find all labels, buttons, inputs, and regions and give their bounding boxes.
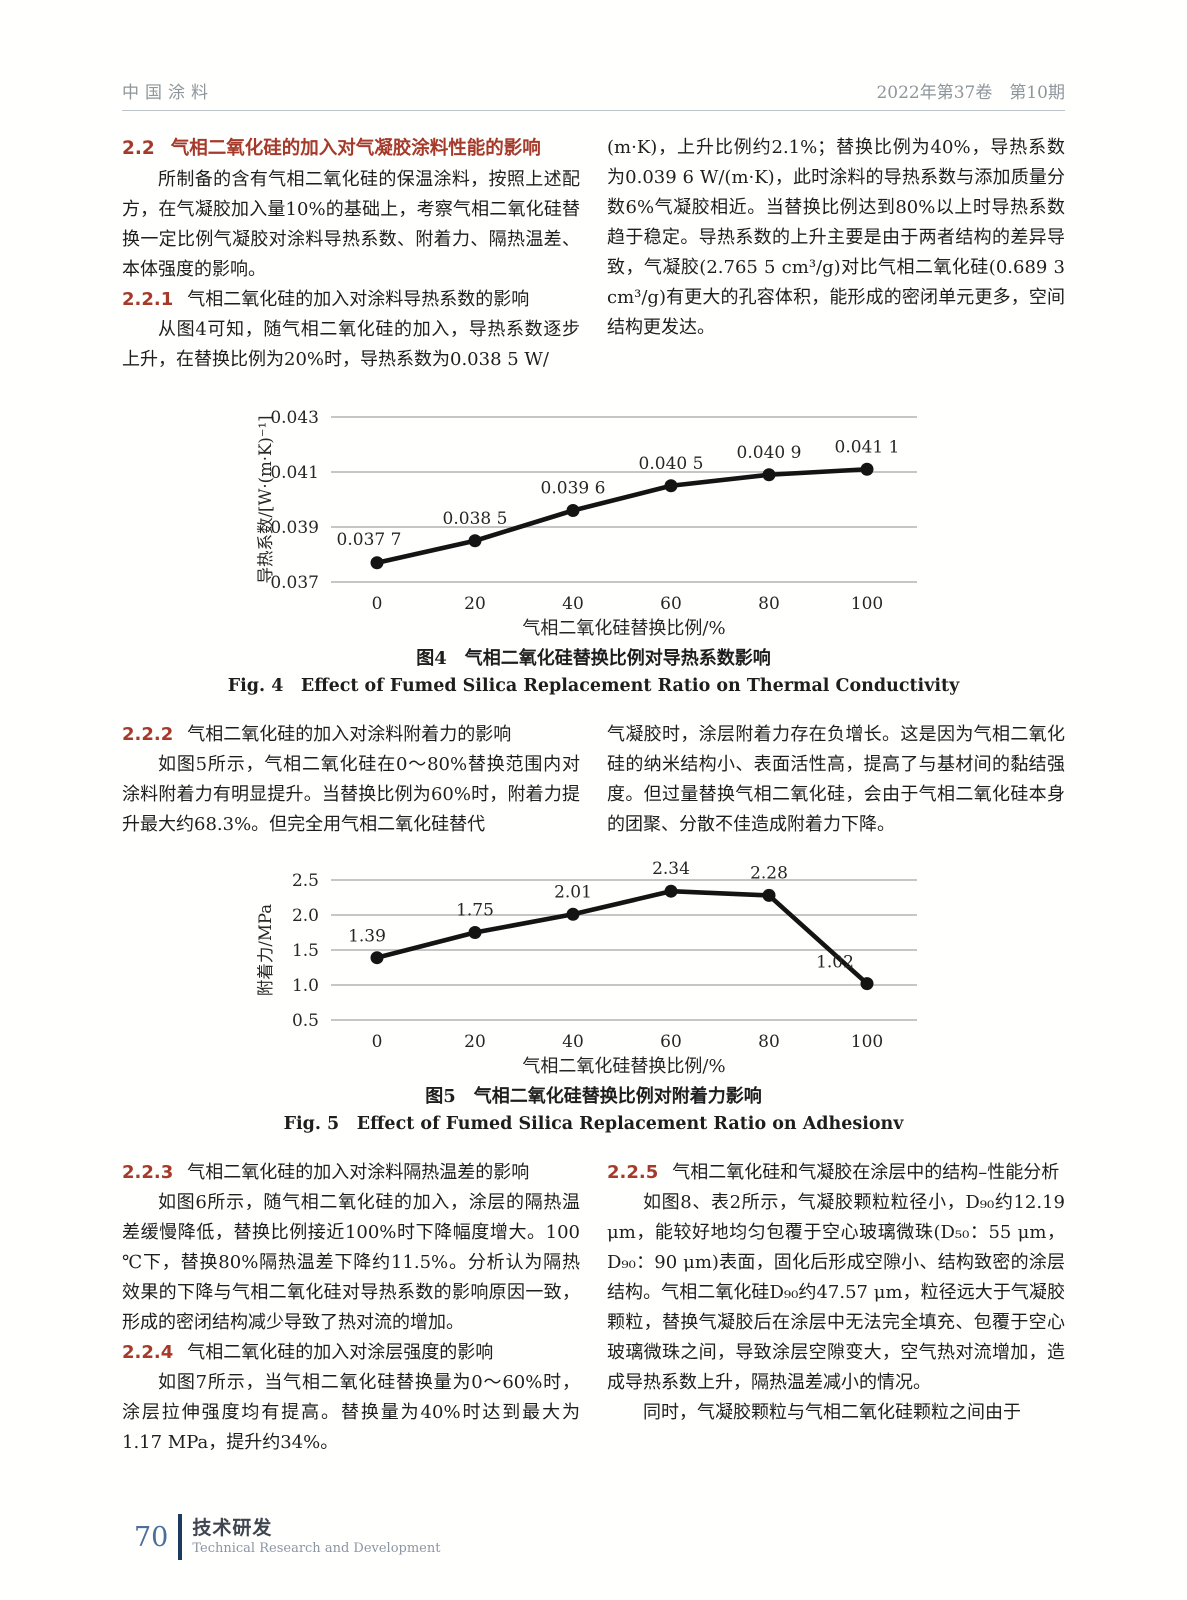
figure-4: 0.037 0.039 0.041 0.043 0 20 40 60 80 100 0.037 7 0… <box>122 385 1065 698</box>
left-column-2: 2.2.2 气相二氧化硅的加入对涂料附着力的影响 如图5所示，气相二氧化硅在0～… <box>122 720 580 840</box>
section-number: 2.2.3 <box>122 1162 174 1183</box>
footer-column-name-en: Technical Research and Development <box>192 1541 441 1556</box>
page-number: 70 <box>134 1521 169 1553</box>
footer-divider-bar <box>178 1514 183 1560</box>
footer-column-name-zh: 技术研发 <box>192 1517 273 1539</box>
svg-text:0.041: 0.041 <box>270 463 319 483</box>
left-column-1: 2.2 气相二氧化硅的加入对气凝胶涂料性能的影响 所制备的含有气相二氧化硅的保温… <box>122 133 580 375</box>
svg-text:2.34: 2.34 <box>652 859 690 879</box>
svg-text:0.038 5: 0.038 5 <box>442 509 507 529</box>
paragraph: 如图5所示，气相二氧化硅在0～80%替换范围内对涂料附着力有明显提升。当替换比例… <box>122 754 580 835</box>
figure4-chart: 0.037 0.039 0.041 0.043 0 20 40 60 80 100 0.037 7 0… <box>122 385 1065 638</box>
svg-text:0.039 6: 0.039 6 <box>540 479 605 499</box>
svg-text:0.039: 0.039 <box>270 518 319 538</box>
section-heading-2-2-3: 2.2.3 气相二氧化硅的加入对涂料隔热温差的影响 <box>122 1158 580 1188</box>
section-heading-2-2: 2.2 气相二氧化硅的加入对气凝胶涂料性能的影响 <box>122 133 580 165</box>
section-heading-2-2-4: 2.2.4 气相二氧化硅的加入对涂层强度的影响 <box>122 1338 580 1368</box>
svg-text:0.043: 0.043 <box>270 408 319 428</box>
figure4-caption-zh: 图4 气相二氧化硅替换比例对导热系数影响 <box>416 648 771 669</box>
svg-text:60: 60 <box>660 1032 682 1052</box>
figure5-caption-en: Fig. 5 Effect of Fumed Silica Replacemen… <box>283 1114 904 1134</box>
svg-text:80: 80 <box>758 1032 780 1052</box>
line-chart: 0.037 0.039 0.041 0.043 0 20 40 60 80 100 0.037 7 0… <box>256 408 917 638</box>
section-heading-2-2-1: 2.2.1 气相二氧化硅的加入对涂料导热系数的影响 <box>122 285 580 315</box>
footer-labels: 技术研发 Technical Research and Development <box>192 1516 440 1558</box>
figure5-caption-zh: 图5 气相二氧化硅替换比例对附着力影响 <box>425 1086 762 1107</box>
paragraph: 气凝胶时，涂层附着力存在负增长。这是因为气相二氧化硅的纳米结构小、表面活性高，提… <box>607 724 1065 835</box>
section-title: 气相二氧化硅和气凝胶在涂层中的结构–性能分析 <box>672 1162 1060 1183</box>
left-column-3: 2.2.3 气相二氧化硅的加入对涂料隔热温差的影响 如图6所示，随气相二氧化硅的… <box>122 1158 580 1458</box>
svg-text:0.037: 0.037 <box>270 573 319 593</box>
section-title: 气相二氧化硅的加入对涂料附着力的影响 <box>187 724 512 745</box>
svg-text:气相二氧化硅替换比例/%: 气相二氧化硅替换比例/% <box>522 618 725 638</box>
svg-text:0: 0 <box>371 594 382 614</box>
page-header: 中国涂料 2022年第37卷 第10期 <box>122 78 1065 111</box>
section-title: 气相二氧化硅的加入对涂料隔热温差的影响 <box>187 1162 530 1183</box>
svg-text:1.02: 1.02 <box>816 953 854 973</box>
figure4-caption-en: Fig. 4 Effect of Fumed Silica Replacemen… <box>227 676 960 696</box>
svg-text:2.01: 2.01 <box>554 882 592 902</box>
svg-text:导热系数/[W·(m·K)⁻¹]: 导热系数/[W·(m·K)⁻¹] <box>256 415 275 583</box>
svg-text:60: 60 <box>660 594 682 614</box>
paragraph: 同时，气凝胶颗粒与气相二氧化硅颗粒之间由于 <box>643 1402 1021 1423</box>
text-block-3: 2.2.3 气相二氧化硅的加入对涂料隔热温差的影响 如图6所示，随气相二氧化硅的… <box>122 1158 1065 1458</box>
paragraph: 如图6所示，随气相二氧化硅的加入，涂层的隔热温差缓慢降低，替换比例接近100%时… <box>122 1192 580 1333</box>
svg-text:80: 80 <box>758 594 780 614</box>
section-number: 2.2.5 <box>607 1162 659 1183</box>
right-column-1: (m·K)，上升比例约2.1%；替换比例为40%，导热系数为0.039 6 W/… <box>607 133 1065 375</box>
issue-info: 2022年第37卷 第10期 <box>876 83 1065 103</box>
figure5-chart: 0.5 1.0 1.5 2.0 2.5 0 20 40 60 80 100 1.39 1.75 2.01 2… <box>122 848 1065 1076</box>
svg-text:40: 40 <box>562 1032 584 1052</box>
svg-text:0.040 5: 0.040 5 <box>638 454 703 474</box>
right-column-2: 气凝胶时，涂层附着力存在负增长。这是因为气相二氧化硅的纳米结构小、表面活性高，提… <box>607 720 1065 840</box>
svg-text:2.0: 2.0 <box>291 906 318 926</box>
svg-text:0.040 9: 0.040 9 <box>736 443 801 463</box>
section-heading-2-2-2: 2.2.2 气相二氧化硅的加入对涂料附着力的影响 <box>122 720 580 750</box>
paragraph: 如图8、表2所示，气凝胶颗粒粒径小，D₉₀约12.19 μm，能较好地均匀包覆于… <box>607 1192 1065 1393</box>
section-title: 气相二氧化硅的加入对涂料导热系数的影响 <box>187 289 530 310</box>
svg-text:1.39: 1.39 <box>348 927 386 947</box>
svg-text:0: 0 <box>371 1032 382 1052</box>
section-number: 2.2.1 <box>122 289 174 310</box>
svg-text:100: 100 <box>850 594 882 614</box>
svg-text:20: 20 <box>464 594 486 614</box>
paragraph: 所制备的含有气相二氧化硅的保温涂料，按照上述配方，在气凝胶加入量10%的基础上，… <box>122 169 580 280</box>
paragraph: (m·K)，上升比例约2.1%；替换比例为40%，导热系数为0.039 6 W/… <box>607 137 1065 338</box>
svg-text:0.037 7: 0.037 7 <box>336 530 401 550</box>
figure-5: 0.5 1.0 1.5 2.0 2.5 0 20 40 60 80 100 1.39 1.75 2.01 2… <box>122 848 1065 1136</box>
paragraph: 如图7所示，当气相二氧化硅替换量为0～60%时，涂层拉伸强度均有提高。替换量为4… <box>122 1372 580 1453</box>
svg-text:1.75: 1.75 <box>456 901 494 921</box>
section-number: 2.2.2 <box>122 724 174 745</box>
svg-text:0.041 1: 0.041 1 <box>834 437 899 457</box>
section-title: 气相二氧化硅的加入对气凝胶涂料性能的影响 <box>170 138 541 159</box>
svg-text:2.5: 2.5 <box>291 871 318 891</box>
svg-text:1.0: 1.0 <box>291 976 318 996</box>
line-chart: 0.5 1.0 1.5 2.0 2.5 0 20 40 60 80 100 1.39 1.75 2.01 2… <box>256 859 917 1076</box>
section-number: 2.2.4 <box>122 1342 174 1363</box>
svg-text:40: 40 <box>562 594 584 614</box>
section-heading-2-2-5: 2.2.5 气相二氧化硅和气凝胶在涂层中的结构–性能分析 <box>607 1158 1065 1188</box>
right-column-3: 2.2.5 气相二氧化硅和气凝胶在涂层中的结构–性能分析 如图8、表2所示，气凝… <box>607 1158 1065 1458</box>
page-footer: 70 技术研发 Technical Research and Developme… <box>134 1514 440 1560</box>
svg-text:1.5: 1.5 <box>291 941 318 961</box>
svg-text:附着力/MPa: 附着力/MPa <box>256 904 275 996</box>
svg-text:0.5: 0.5 <box>291 1011 318 1031</box>
section-title: 气相二氧化硅的加入对涂层强度的影响 <box>187 1342 494 1363</box>
section-number: 2.2 <box>122 138 155 159</box>
paragraph: 从图4可知，随气相二氧化硅的加入，导热系数逐步上升，在替换比例为20%时，导热系… <box>122 319 580 370</box>
journal-name: 中国涂料 <box>122 83 214 103</box>
svg-text:100: 100 <box>850 1032 882 1052</box>
svg-text:2.28: 2.28 <box>750 863 788 883</box>
svg-text:气相二氧化硅替换比例/%: 气相二氧化硅替换比例/% <box>522 1056 725 1076</box>
text-block-1: 2.2 气相二氧化硅的加入对气凝胶涂料性能的影响 所制备的含有气相二氧化硅的保温… <box>122 133 1065 375</box>
svg-text:20: 20 <box>464 1032 486 1052</box>
text-block-2: 2.2.2 气相二氧化硅的加入对涂料附着力的影响 如图5所示，气相二氧化硅在0～… <box>122 720 1065 840</box>
